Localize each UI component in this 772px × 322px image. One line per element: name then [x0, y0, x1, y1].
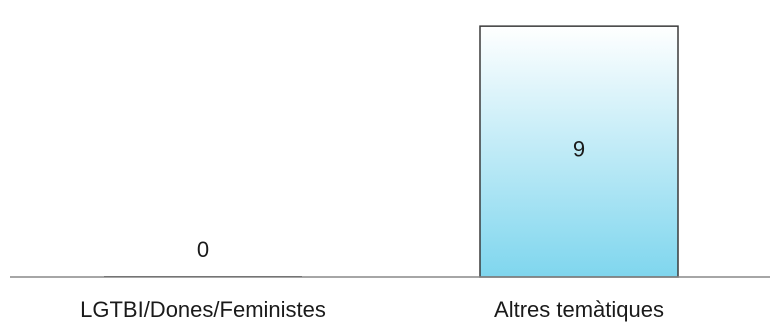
bar-1	[479, 25, 679, 278]
data-label-1: 9	[573, 137, 585, 162]
category-label-0: LGTBI/Dones/Feministes	[80, 297, 326, 322]
category-label-1: Altres temàtiques	[494, 297, 664, 322]
data-label-0: 0	[197, 237, 209, 262]
labels-layer: 0 LGTBI/Dones/Feministes 9 Altres temàtique…	[80, 137, 664, 322]
bars-layer	[104, 25, 679, 278]
